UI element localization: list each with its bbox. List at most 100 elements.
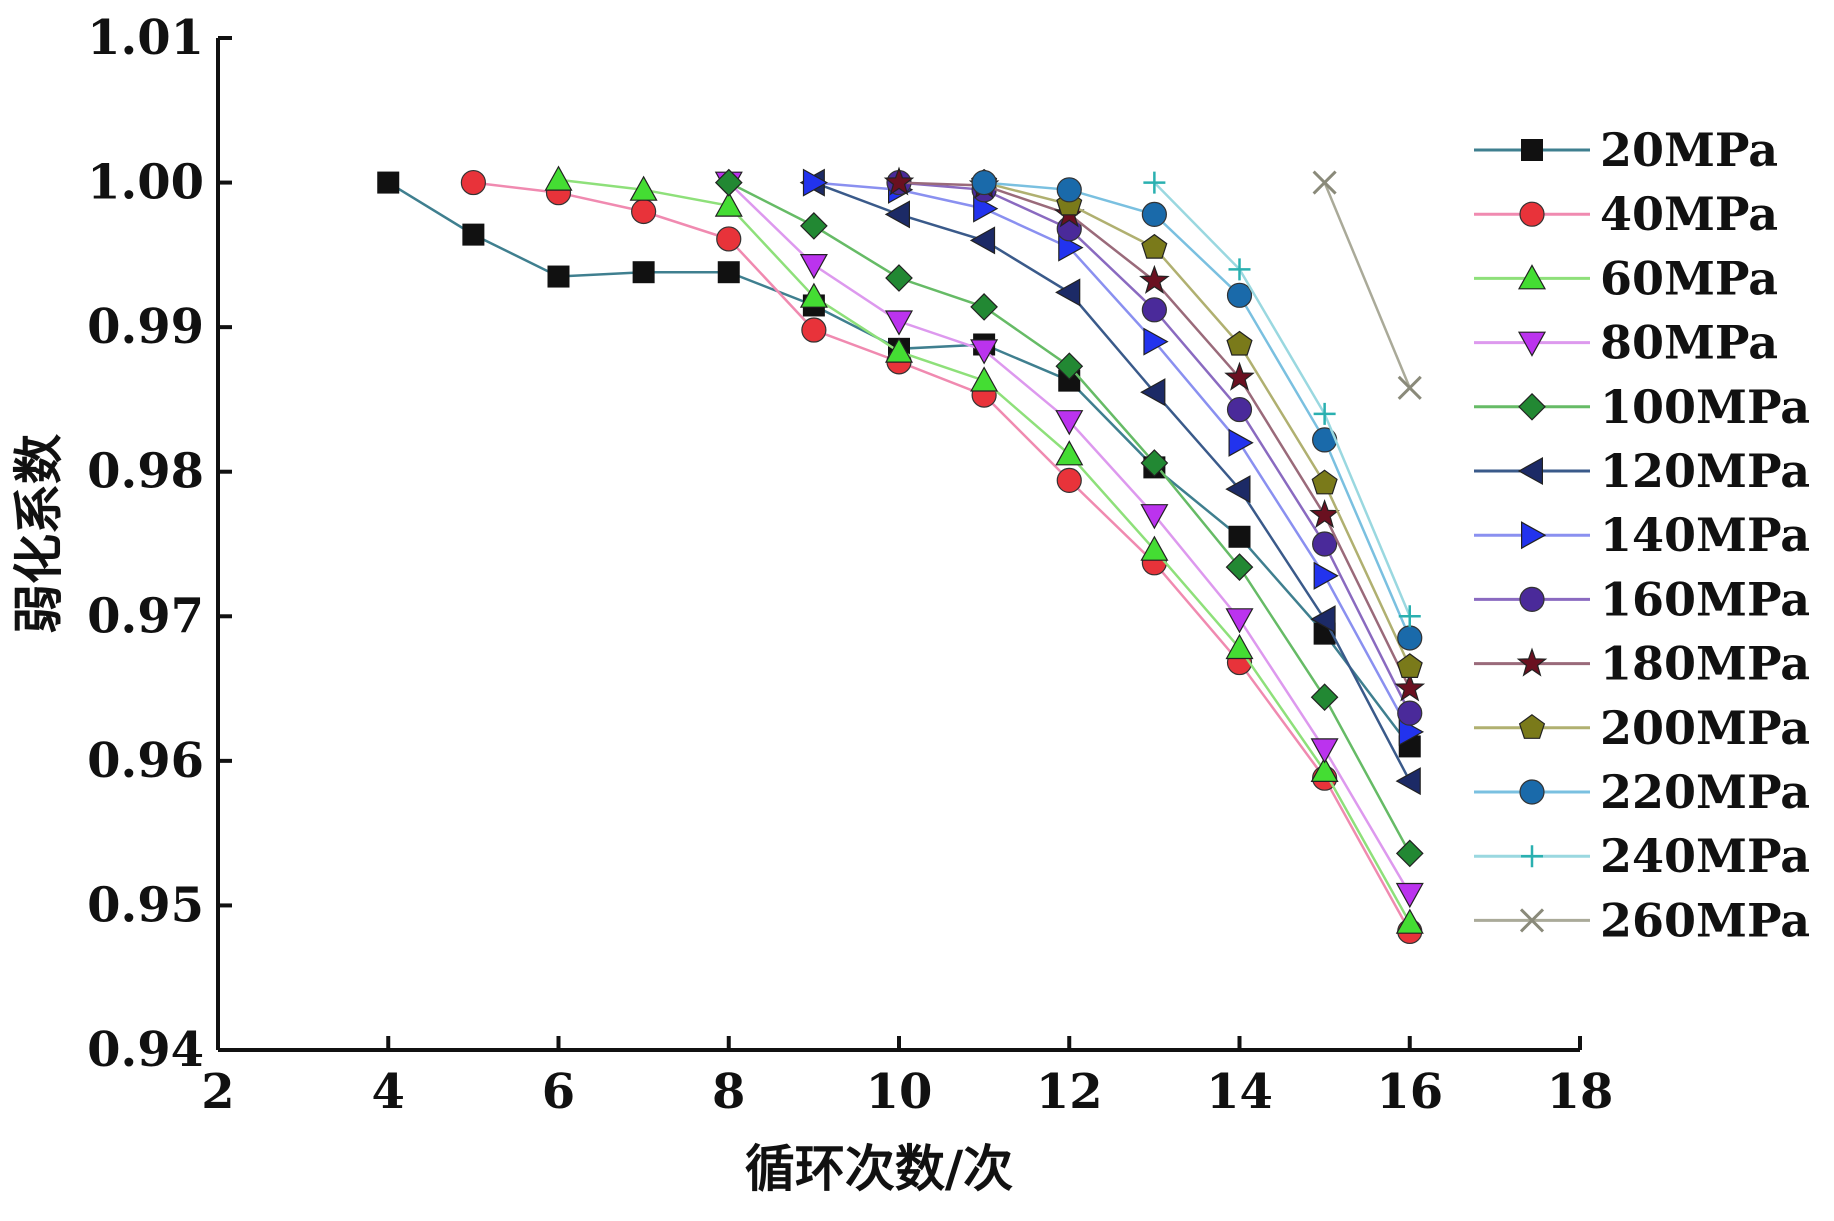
data-point	[1143, 327, 1169, 356]
legend-item: 240MPa	[1474, 829, 1810, 883]
data-point	[1140, 504, 1169, 530]
y-tick-label: 0.94	[87, 1022, 204, 1078]
legend-marker	[1518, 392, 1546, 421]
series-260MPa	[1312, 170, 1422, 400]
series-line	[1153, 181, 1411, 617]
data-point	[632, 261, 655, 284]
legend-marker	[1519, 908, 1545, 933]
data-point	[1397, 700, 1423, 726]
series-line	[983, 181, 1411, 668]
data-point	[1395, 767, 1421, 796]
legend-marker	[1519, 586, 1545, 613]
legend-marker	[1518, 714, 1546, 739]
legend-marker	[1519, 201, 1545, 227]
x-tick-label: 18	[1547, 1064, 1614, 1120]
legend-item: 140MPa	[1474, 508, 1810, 562]
series-240MPa	[1143, 171, 1421, 628]
y-tick-label: 0.96	[87, 733, 204, 789]
data-point	[1310, 683, 1339, 712]
legend-item: 20MPa	[1474, 123, 1778, 177]
series-line	[813, 181, 1411, 733]
data-point	[1309, 499, 1340, 529]
legend-item: 160MPa	[1474, 572, 1810, 626]
data-point	[1140, 449, 1169, 477]
data-point	[1056, 177, 1082, 203]
data-point	[462, 223, 485, 246]
legend-label: 80MPa	[1600, 316, 1778, 370]
y-tick-label: 0.99	[87, 299, 204, 355]
data-point	[1310, 756, 1339, 783]
legend-marker	[1517, 331, 1547, 357]
legend-marker	[1517, 456, 1544, 486]
data-point	[970, 293, 998, 321]
series-60MPa	[544, 165, 1424, 934]
data-point	[799, 254, 828, 280]
series-100MPa	[714, 168, 1424, 868]
data-point	[1228, 428, 1254, 457]
data-point	[1058, 369, 1081, 392]
data-point	[717, 261, 740, 284]
legend-marker	[1521, 139, 1543, 161]
legend-item: 220MPa	[1474, 765, 1810, 819]
x-tick-label: 2	[201, 1064, 234, 1120]
x-tick-label: 4	[372, 1064, 405, 1120]
data-point	[1225, 553, 1254, 581]
data-point	[1224, 361, 1255, 391]
data-point	[377, 171, 400, 194]
legend-item: 260MPa	[1474, 893, 1810, 947]
data-point	[1394, 672, 1426, 702]
series-220MPa	[971, 169, 1423, 651]
data-point	[1140, 535, 1169, 561]
data-point	[1225, 475, 1251, 504]
data-point	[1141, 297, 1167, 323]
series-line	[813, 181, 1411, 782]
legend-marker	[1519, 779, 1545, 805]
data-point	[547, 265, 570, 288]
data-point	[884, 337, 914, 363]
data-point	[1226, 396, 1253, 423]
data-point	[716, 226, 742, 252]
data-point	[1228, 525, 1251, 548]
series-line	[1323, 182, 1411, 389]
legend-item: 120MPa	[1474, 444, 1810, 498]
series-40MPa	[460, 169, 1423, 945]
data-point	[1055, 440, 1084, 466]
data-point	[1395, 839, 1424, 868]
legend-label: 180MPa	[1600, 637, 1810, 691]
data-point	[1226, 330, 1253, 356]
legend-label: 240MPa	[1600, 829, 1810, 883]
legend-item: 40MPa	[1474, 187, 1778, 241]
x-tick-label: 12	[1036, 1064, 1103, 1120]
series-20MPa	[377, 171, 1421, 758]
data-point	[714, 191, 743, 217]
data-point	[970, 366, 999, 392]
x-axis-title: 循环次数/次	[745, 1139, 1013, 1198]
data-point	[1139, 264, 1170, 294]
x-tick-label: 16	[1376, 1064, 1443, 1120]
data-point	[631, 198, 657, 225]
data-point	[800, 212, 828, 240]
series-140MPa	[802, 168, 1425, 746]
data-point	[1310, 605, 1336, 634]
x-tick-label: 8	[712, 1064, 745, 1120]
data-point	[1141, 233, 1168, 259]
data-point	[884, 310, 914, 336]
data-point	[1396, 653, 1423, 679]
data-point	[883, 166, 915, 196]
legend-label: 140MPa	[1600, 508, 1810, 562]
data-point	[1397, 625, 1423, 651]
data-point	[1312, 170, 1337, 195]
legend-label: 220MPa	[1600, 765, 1810, 819]
y-axis-title: 弱化系数	[9, 434, 68, 634]
x-tick-label: 10	[866, 1064, 933, 1120]
legend-label: 120MPa	[1600, 444, 1810, 498]
data-point	[1225, 633, 1254, 660]
data-point	[1311, 469, 1338, 495]
series-layer	[377, 165, 1426, 945]
series-120MPa	[799, 168, 1421, 796]
legend-item: 80MPa	[1474, 316, 1778, 370]
data-point	[801, 317, 827, 343]
data-point	[1395, 882, 1424, 909]
